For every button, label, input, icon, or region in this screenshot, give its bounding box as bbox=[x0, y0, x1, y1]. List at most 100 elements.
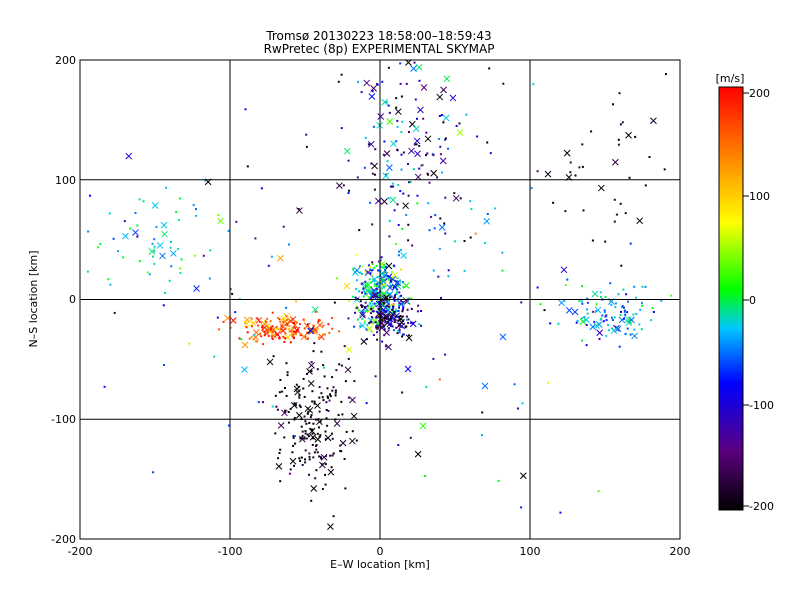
data-point-cross bbox=[277, 254, 284, 262]
data-point-dot bbox=[315, 332, 318, 335]
data-point-cross bbox=[367, 140, 375, 148]
data-point-dot bbox=[370, 290, 372, 293]
data-point-dot bbox=[347, 396, 350, 399]
data-point-dot bbox=[376, 331, 379, 334]
data-point-dot bbox=[331, 432, 333, 435]
data-point-dot bbox=[134, 212, 137, 214]
data-point-dot bbox=[408, 181, 411, 184]
data-point-cross bbox=[350, 412, 358, 420]
data-point-dot bbox=[298, 323, 301, 326]
data-point-dot bbox=[300, 456, 303, 459]
data-point-dot bbox=[605, 319, 608, 322]
data-point-cross bbox=[359, 322, 366, 329]
data-point-dot bbox=[373, 302, 376, 305]
data-point-dot bbox=[486, 213, 489, 215]
data-point-dot bbox=[401, 120, 404, 123]
data-point-cross bbox=[266, 328, 274, 335]
x-axis-label: E–W location [km] bbox=[330, 558, 430, 571]
data-point-dot bbox=[291, 331, 294, 334]
data-point-dot bbox=[253, 334, 256, 337]
data-point-dot bbox=[371, 306, 374, 309]
data-point-dot bbox=[376, 288, 379, 291]
data-point-dot bbox=[609, 282, 612, 285]
data-point-dot bbox=[278, 336, 281, 339]
data-point-dot bbox=[402, 308, 404, 311]
data-point-cross bbox=[148, 248, 156, 255]
data-point-dot bbox=[299, 459, 302, 462]
data-point-dot bbox=[380, 266, 383, 268]
data-point-dot bbox=[344, 487, 347, 490]
data-point-dot bbox=[393, 319, 396, 322]
data-point-dot bbox=[329, 454, 332, 457]
data-point-dot bbox=[569, 171, 572, 174]
data-point-dot bbox=[418, 167, 421, 170]
data-point-cross bbox=[316, 321, 324, 329]
data-point-dot bbox=[401, 335, 404, 338]
data-point-dot bbox=[311, 400, 314, 403]
data-point-dot bbox=[615, 302, 617, 305]
data-point-cross bbox=[344, 366, 352, 374]
data-point-dot bbox=[374, 295, 377, 298]
data-point-dot bbox=[400, 168, 403, 171]
data-point-dot bbox=[633, 285, 636, 288]
data-point-cross bbox=[284, 333, 292, 341]
data-point-dot bbox=[257, 401, 260, 404]
data-point-dot bbox=[351, 430, 354, 433]
data-point-cross bbox=[333, 420, 341, 427]
data-point-dot bbox=[361, 311, 364, 314]
data-point-dot bbox=[368, 322, 371, 325]
data-point-dot bbox=[385, 101, 388, 104]
data-point-dot bbox=[288, 330, 291, 333]
data-point-dot bbox=[122, 256, 125, 259]
colorbar-tick-minus100: -100 bbox=[749, 399, 774, 412]
data-point-dot bbox=[469, 200, 472, 203]
data-point-dot bbox=[394, 243, 397, 245]
data-point-dot bbox=[641, 285, 644, 288]
data-point-dot bbox=[366, 285, 369, 288]
data-point-cross bbox=[417, 106, 424, 114]
data-point-dot bbox=[306, 331, 309, 334]
data-point-dot bbox=[670, 294, 673, 297]
data-point-dot bbox=[327, 396, 329, 399]
data-point-dot bbox=[392, 264, 395, 267]
data-point-dot bbox=[153, 250, 156, 253]
data-point-dot bbox=[338, 363, 341, 366]
data-point-dot bbox=[301, 464, 304, 466]
data-point-dot bbox=[284, 337, 287, 340]
data-point-dot bbox=[375, 326, 378, 329]
data-point-dot bbox=[617, 293, 620, 296]
data-point-dot bbox=[447, 275, 450, 278]
data-point-dot bbox=[393, 311, 396, 314]
data-point-dot bbox=[294, 404, 297, 407]
data-point-dot bbox=[611, 319, 614, 321]
data-point-dot bbox=[286, 374, 289, 377]
data-point-cross bbox=[371, 291, 379, 299]
data-point-cross bbox=[293, 326, 301, 334]
data-point-dot bbox=[444, 232, 447, 235]
data-point-dot bbox=[333, 301, 336, 304]
data-point-dot bbox=[416, 117, 418, 120]
data-point-dot bbox=[341, 413, 344, 416]
data-point-dot bbox=[294, 325, 297, 328]
data-point-dot bbox=[288, 328, 291, 331]
data-point-dot bbox=[295, 330, 298, 333]
data-point-dot bbox=[398, 306, 400, 309]
data-point-cross bbox=[404, 365, 412, 373]
data-point-dot bbox=[536, 170, 539, 173]
data-point-cross bbox=[277, 422, 285, 429]
data-point-dot bbox=[358, 290, 360, 293]
data-point-dot bbox=[250, 336, 253, 339]
data-point-dot bbox=[138, 198, 141, 201]
data-point-cross bbox=[440, 86, 447, 94]
data-point-dot bbox=[208, 277, 211, 280]
data-point-dot bbox=[370, 162, 373, 165]
data-point-dot bbox=[621, 305, 624, 308]
data-point-dot bbox=[613, 220, 616, 223]
data-point-dot bbox=[316, 432, 319, 435]
data-point-dot bbox=[375, 324, 378, 327]
data-point-dot bbox=[520, 506, 523, 509]
data-point-cross bbox=[443, 75, 451, 83]
data-point-dot bbox=[259, 332, 262, 335]
data-point-dot bbox=[590, 130, 593, 133]
data-point-cross bbox=[161, 230, 168, 238]
